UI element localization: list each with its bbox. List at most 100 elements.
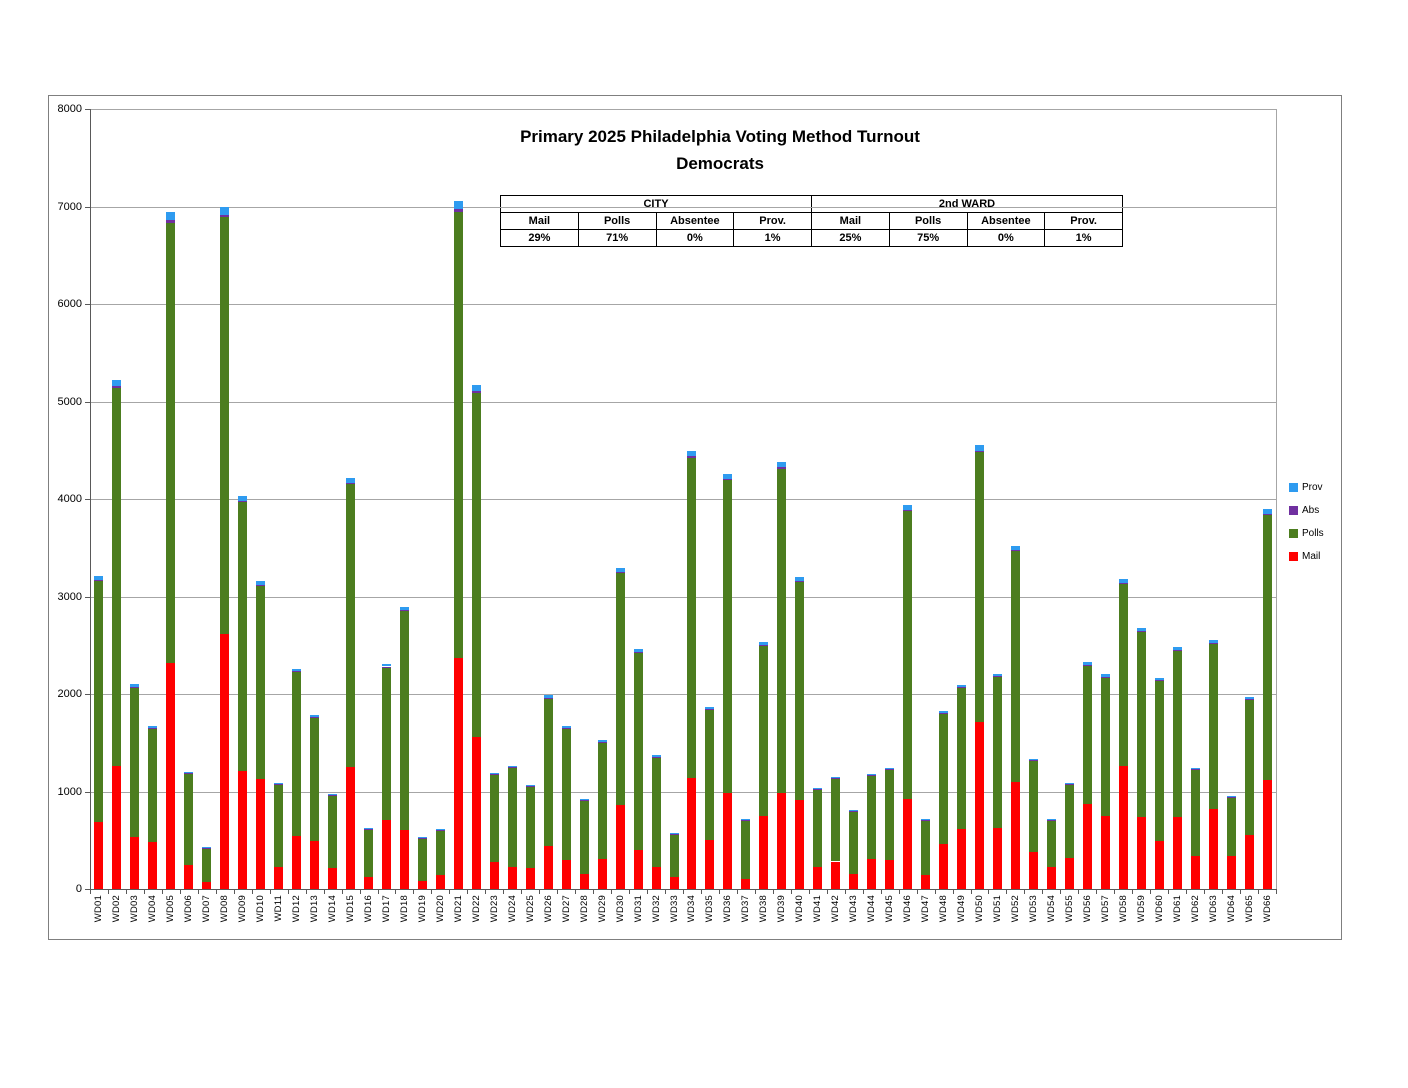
bar-segment-mail-WD46: [903, 799, 913, 889]
bar-segment-abs-WD66: [1262, 513, 1272, 516]
city-mail-header: Mail: [500, 212, 579, 230]
bar-segment-prov-WD35: [705, 706, 715, 709]
city-prov-header: Prov.: [733, 212, 812, 230]
bar-segment-polls-WD22: [471, 393, 481, 738]
bar-segment-mail-WD53: [1028, 852, 1038, 889]
bar-segment-polls-WD37: [741, 819, 751, 880]
x-axis-tick-33: [683, 889, 684, 894]
bar-segment-prov-WD39: [777, 461, 787, 468]
x-axis-label-WD06: WD06: [183, 895, 195, 923]
x-axis-label-WD55: WD55: [1063, 895, 1075, 923]
y-axis-tick-5000: [85, 401, 90, 403]
bar-segment-polls-WD01: [94, 581, 104, 822]
bar-segment-mail-WD47: [921, 874, 931, 889]
turnout-summary-table: CITY 2nd WARD Mail Polls Absentee Prov. …: [500, 195, 1123, 247]
bar-segment-prov-WD15: [346, 477, 356, 483]
x-axis-tick-0: [90, 889, 91, 894]
bar-segment-prov-WD56: [1082, 662, 1092, 666]
x-axis-label-WD46: WD46: [902, 895, 914, 923]
x-axis-label-WD14: WD14: [327, 895, 339, 923]
bar-segment-prov-WD19: [417, 837, 427, 838]
y-axis-tick-2000: [85, 694, 90, 695]
x-axis-label-WD12: WD12: [291, 895, 303, 923]
x-axis-tick-23: [503, 889, 505, 894]
bar-segment-polls-WD02: [112, 388, 122, 767]
x-axis-label-WD30: WD30: [614, 895, 626, 923]
x-axis-label-WD58: WD58: [1117, 895, 1129, 923]
bar-segment-prov-WD58: [1118, 579, 1128, 584]
x-axis-label-WD52: WD52: [1009, 895, 1021, 923]
bar-segment-polls-WD20: [435, 829, 445, 875]
bar-segment-mail-WD59: [1136, 817, 1146, 889]
bar-segment-polls-WD63: [1208, 643, 1218, 810]
bar-segment-polls-WD41: [813, 789, 823, 868]
bar-segment-polls-WD23: [489, 774, 499, 862]
bar-segment-prov-WD52: [1010, 545, 1020, 550]
y-axis-label-7000: 7000: [57, 200, 82, 213]
bar-segment-abs-WD51: [992, 676, 1002, 678]
x-axis-label-WD45: WD45: [884, 895, 896, 923]
y-axis-tick-3000: [85, 596, 90, 598]
bar-segment-prov-WD38: [759, 642, 769, 646]
x-axis-tick-32: [665, 889, 667, 894]
bar-segment-abs-WD01: [94, 579, 104, 582]
bar-segment-polls-WD40: [795, 581, 805, 801]
bar-segment-mail-WD05: [166, 662, 176, 889]
bar-segment-polls-WD12: [292, 672, 302, 837]
x-axis-tick-8: [233, 889, 235, 894]
x-axis-tick-51: [1006, 889, 1008, 894]
bar-segment-abs-WD08: [220, 214, 230, 218]
chart-title: Primary 2025 Philadelphia Voting Method …: [520, 127, 920, 146]
bar-segment-mail-WD21: [453, 657, 463, 889]
bar-segment-polls-WD55: [1064, 784, 1074, 858]
x-axis-tick-17: [395, 889, 397, 894]
bar-segment-prov-WD41: [813, 787, 823, 789]
bar-segment-abs-WD02: [112, 386, 122, 389]
x-axis-label-WD23: WD23: [488, 895, 500, 923]
bar-segment-abs-WD18: [399, 610, 409, 612]
x-axis-tick-58: [1132, 889, 1134, 894]
bar-segment-polls-WD46: [903, 511, 913, 800]
bar-segment-polls-WD54: [1046, 819, 1056, 868]
x-axis-tick-31: [647, 889, 649, 894]
x-axis-tick-14: [341, 889, 343, 894]
bar-segment-prov-WD18: [399, 606, 409, 611]
bar-segment-mail-WD18: [399, 829, 409, 889]
legend-item-prov: Prov: [1289, 476, 1399, 499]
bar-segment-abs-WD49: [957, 687, 967, 688]
bar-segment-mail-WD26: [543, 845, 553, 889]
legend-swatch-abs-icon: [1289, 506, 1298, 515]
bar-segment-polls-WD61: [1172, 651, 1182, 818]
x-axis-label-WD25: WD25: [524, 895, 536, 923]
bar-segment-prov-WD43: [849, 809, 859, 811]
x-axis-tick-22: [485, 889, 487, 894]
bar-segment-polls-WD64: [1226, 797, 1236, 856]
x-axis-tick-18: [413, 889, 415, 894]
bar-segment-polls-WD15: [346, 484, 356, 768]
bar-segment-mail-WD16: [364, 877, 374, 889]
x-axis-label-WD61: WD61: [1171, 895, 1183, 923]
bar-segment-mail-WD48: [939, 843, 949, 889]
city-absentee-value: 0%: [655, 229, 735, 247]
bar-segment-mail-WD08: [220, 633, 230, 889]
bar-segment-abs-WD03: [130, 686, 140, 688]
table-group-header-row: CITY 2nd WARD: [500, 195, 1123, 213]
gridline-8000: [90, 109, 1276, 110]
bar-segment-polls-WD50: [975, 452, 984, 722]
bar-segment-polls-WD59: [1136, 632, 1146, 818]
x-axis-tick-60: [1168, 889, 1170, 894]
ward2-absentee-header: Absentee: [966, 212, 1046, 230]
bar-segment-mail-WD62: [1190, 855, 1200, 889]
bar-segment-polls-WD31: [633, 652, 643, 850]
bar-segment-prov-WD36: [723, 473, 733, 479]
bar-segment-prov-WD12: [292, 668, 302, 672]
x-axis-tick-5: [179, 889, 181, 894]
bar-segment-mail-WD33: [669, 876, 679, 889]
bar-segment-polls-WD28: [579, 800, 589, 875]
bar-segment-polls-WD47: [921, 820, 931, 875]
bar-segment-polls-WD04: [148, 728, 158, 843]
x-axis-tick-36: [736, 889, 738, 894]
bar-segment-polls-WD05: [166, 223, 176, 663]
bar-segment-abs-WD26: [543, 697, 553, 699]
x-axis-tick-10: [269, 889, 271, 894]
